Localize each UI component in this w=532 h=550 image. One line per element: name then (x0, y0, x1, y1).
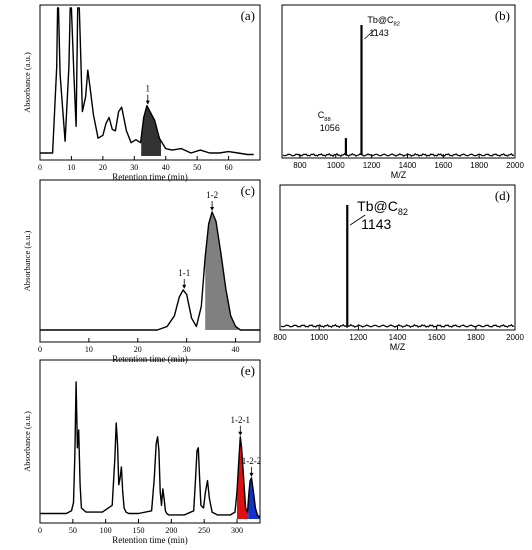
formula-subscript: 82 (394, 22, 401, 28)
x-tick-label: 10 (67, 163, 75, 172)
x-tick-label: 1600 (428, 333, 446, 342)
x-axis-label: M/Z (391, 170, 407, 180)
mass-peak-formula: C88 (318, 110, 331, 123)
formula-subscript: 82 (398, 207, 408, 217)
panel-e: 0 50 100 150 200 250 300 Retention time (min) Ab… (22, 359, 262, 545)
plot-frame (39, 179, 261, 343)
x-tick-label: 0 (38, 345, 42, 354)
mass-peak-formula: Tb@C82 (367, 15, 400, 28)
x-tick-label: 20 (134, 345, 142, 354)
y-axis-label: Absorbance (a.u.) (22, 231, 32, 292)
x-tick-label: 30 (130, 163, 138, 172)
x-tick-label: 1600 (434, 161, 452, 170)
x-tick-label: 300 (231, 526, 243, 535)
x-tick-label: 60 (225, 163, 233, 172)
x-tick-label: 100 (100, 526, 112, 535)
x-tick-label: 1000 (310, 333, 328, 342)
series-line (40, 7, 254, 156)
panel-d: 800 1000 1200 1400 1600 1800 2000M/Z(d)Tb@C821… (273, 184, 524, 352)
ms-peak (346, 205, 349, 326)
peak-label: 1-2-2 (242, 456, 262, 466)
x-tick-label: 1200 (363, 161, 381, 170)
y-axis-label: Absorbance (a.u.) (22, 52, 32, 113)
x-tick-label: 0 (38, 163, 42, 172)
formula-base: Tb@C (367, 15, 394, 25)
mass-peak-value: 1143 (369, 28, 388, 38)
panel-label: (a) (241, 8, 255, 23)
x-tick-label: 1400 (389, 333, 407, 342)
x-tick-label: 800 (273, 333, 287, 342)
x-tick-label: 40 (232, 345, 240, 354)
plot-frame (39, 359, 261, 524)
panel-label: (c) (241, 183, 255, 198)
panel-a: 0 10 20 30 40 50 60 Retention time (min) Absorba… (22, 4, 261, 182)
x-tick-label: 30 (183, 345, 191, 354)
peak-arrow-head (238, 431, 243, 436)
x-tick-label: 20 (99, 163, 107, 172)
ms-peak (344, 138, 348, 155)
x-tick-label: 200 (165, 526, 177, 535)
panel-label: (b) (495, 8, 510, 23)
baseline-noise (282, 152, 515, 158)
x-tick-label: 10 (85, 345, 93, 354)
series-line (40, 381, 260, 519)
x-tick-label: 1800 (470, 161, 488, 170)
x-axis-label: Retention time (min) (112, 535, 188, 545)
x-axis-label: M/Z (390, 342, 406, 352)
shaded-fraction-1-2 (205, 212, 238, 330)
x-tick-label: 800 (293, 161, 307, 170)
formula-base: C (318, 110, 325, 120)
panel-label: (e) (241, 363, 255, 378)
x-tick-label: 0 (38, 526, 42, 535)
x-tick-label: 250 (198, 526, 210, 535)
shaded-fraction-1-2-1 (237, 436, 249, 519)
peak-label: 1 (146, 84, 151, 94)
x-tick-label: 1000 (327, 161, 345, 170)
peak-arrow-head (182, 284, 187, 289)
x-tick-label: 50 (193, 163, 201, 172)
baseline-noise (280, 323, 515, 329)
x-tick-label: 50 (69, 526, 77, 535)
x-tick-label: 2000 (506, 333, 524, 342)
plot-frame (39, 4, 261, 161)
x-axis-label: Retention time (min) (112, 354, 188, 364)
x-tick-label: 1400 (399, 161, 417, 170)
x-tick-label: 40 (162, 163, 170, 172)
panel-label: (d) (495, 188, 510, 203)
peak-arrow-head (249, 472, 254, 477)
x-tick-label: 1800 (467, 333, 485, 342)
peak-label: 1-2-1 (231, 415, 251, 425)
plot-frame (281, 4, 516, 159)
peak-arrow (349, 214, 366, 226)
shaded-fraction-1 (141, 105, 161, 156)
panel-b: 800 1000 1200 1400 1600 1800 2000M/Z(b)Tb@C821… (281, 4, 524, 180)
mass-peak-formula: Tb@C82 (357, 198, 408, 217)
panel-c: 0 10 20 30 40 Retention time (min) Absorbance … (22, 179, 261, 364)
peak-label: 1-2 (206, 190, 218, 200)
x-axis-label: Retention time (min) (112, 172, 188, 182)
series-line (40, 211, 260, 331)
y-axis-label: Absorbance (a.u.) (22, 411, 32, 472)
formula-subscript: 88 (324, 117, 331, 123)
x-tick-label: 1200 (349, 333, 367, 342)
ms-peak (360, 25, 363, 155)
peak-arrow (364, 28, 376, 40)
formula-base: Tb@C (357, 198, 398, 214)
mass-peak-value: 1143 (361, 216, 391, 232)
peak-arrow-head (210, 207, 215, 211)
peak-arrow-head (145, 100, 150, 105)
mass-peak-value: 1056 (320, 123, 340, 133)
peak-label: 1-1 (178, 268, 190, 278)
x-tick-label: 150 (133, 526, 145, 535)
x-tick-label: 2000 (506, 161, 524, 170)
